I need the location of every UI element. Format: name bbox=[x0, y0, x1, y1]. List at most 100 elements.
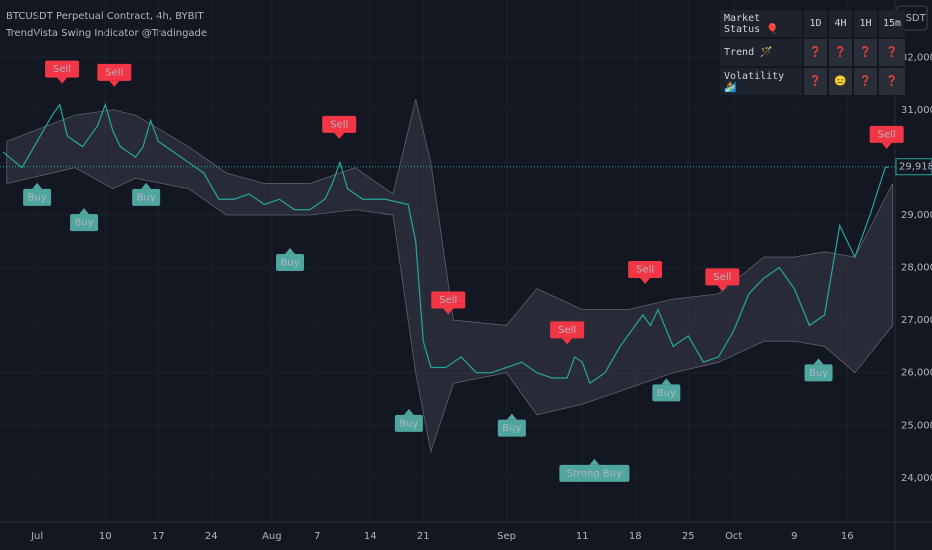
y-tick-label: 26,000.0 bbox=[901, 368, 932, 379]
table-row: Market Status 🎈 1D 4H 1H 15m bbox=[720, 10, 906, 37]
signal-label: Sell bbox=[636, 264, 654, 275]
x-tick-label: 14 bbox=[364, 531, 377, 542]
signal-box bbox=[132, 188, 161, 206]
x-tick-label: Aug bbox=[262, 531, 282, 542]
table-cell: 😐 bbox=[829, 68, 852, 95]
table-cell: ❓ bbox=[804, 68, 827, 95]
market-status-table: Market Status 🎈 1D 4H 1H 15m Trend 🪄 ❓ ❓ ❓ ❓ Volat… bbox=[718, 8, 907, 97]
signal-marker bbox=[285, 248, 296, 255]
x-tick-label: 16 bbox=[841, 531, 854, 542]
signal-box bbox=[394, 414, 423, 432]
x-tick-label: 7 bbox=[314, 531, 320, 542]
table-cell: ❓ bbox=[854, 39, 877, 66]
signal-label: Buy bbox=[74, 218, 93, 229]
signal-label: Sell bbox=[878, 129, 896, 140]
signal-label: Sell bbox=[53, 64, 71, 75]
signal-label: Sell bbox=[439, 295, 457, 306]
table-cell: Trend 🪄 bbox=[720, 39, 802, 66]
price-line bbox=[2, 102, 890, 385]
signal-label: Strong Buy bbox=[567, 468, 622, 479]
signal-marker bbox=[57, 77, 68, 84]
x-tick-label: 11 bbox=[576, 531, 589, 542]
y-tick-label: 32,000.0 bbox=[901, 52, 932, 63]
y-tick-label: 24,000.0 bbox=[901, 473, 932, 484]
x-tick-label: Sep bbox=[497, 531, 516, 542]
signal-marker bbox=[640, 277, 651, 284]
signal-marker bbox=[403, 408, 414, 415]
table-cell: Market Status 🎈 bbox=[720, 10, 802, 37]
signal-marker bbox=[881, 142, 892, 149]
table-cell: ❓ bbox=[804, 39, 827, 66]
table-cell: ❓ bbox=[854, 68, 877, 95]
table-cell: ❓ bbox=[879, 39, 906, 66]
signal-marker bbox=[141, 182, 152, 189]
x-tick-label: 25 bbox=[682, 531, 695, 542]
table-cell: 4H bbox=[829, 10, 852, 37]
signal-label: Sell bbox=[558, 325, 576, 336]
signal-box bbox=[45, 60, 80, 78]
y-tick-label: 28,000.0 bbox=[901, 263, 932, 274]
table-cell: 1D bbox=[804, 10, 827, 37]
y-tick-label: 31,000.0 bbox=[901, 105, 932, 116]
x-tick-label: 18 bbox=[629, 531, 642, 542]
signal-box bbox=[804, 364, 833, 382]
table-cell: ❓ bbox=[879, 68, 906, 95]
y-tick-label: 27,000.0 bbox=[901, 315, 932, 326]
signal-box bbox=[559, 464, 630, 482]
signal-label: Buy bbox=[399, 418, 418, 429]
table-row: Volatility 🏄 ❓ 😐 ❓ ❓ bbox=[720, 68, 906, 95]
x-tick-label: Jul bbox=[30, 531, 43, 542]
signal-box bbox=[497, 419, 526, 437]
y-tick-label: 29,000.0 bbox=[901, 210, 932, 221]
signal-box bbox=[628, 260, 663, 278]
signal-marker bbox=[661, 378, 672, 385]
signal-label: Sell bbox=[330, 119, 348, 130]
signal-label: Buy bbox=[502, 423, 521, 434]
signal-marker bbox=[79, 208, 90, 215]
table-row: Trend 🪄 ❓ ❓ ❓ ❓ bbox=[720, 39, 906, 66]
signal-box bbox=[431, 291, 466, 309]
signal-box bbox=[23, 188, 52, 206]
signal-label: Buy bbox=[28, 192, 47, 203]
signal-marker bbox=[443, 308, 454, 315]
signal-marker bbox=[589, 458, 600, 465]
signal-box bbox=[652, 384, 681, 402]
signal-marker bbox=[334, 132, 345, 139]
chart-subtitle: TrendVista Swing Indicator @Tradingade bbox=[5, 28, 207, 39]
last-price-box bbox=[895, 158, 932, 176]
signal-marker bbox=[32, 182, 43, 189]
signal-label: Buy bbox=[137, 192, 156, 203]
x-tick-label: Oct bbox=[725, 531, 742, 542]
signal-box bbox=[322, 115, 357, 133]
table-cell: Volatility 🏄 bbox=[720, 68, 802, 95]
x-tick-label: 17 bbox=[152, 531, 165, 542]
signal-box bbox=[705, 268, 740, 286]
y-tick-label: 25,000.0 bbox=[901, 420, 932, 431]
signal-label: Sell bbox=[713, 272, 731, 283]
signal-box bbox=[550, 321, 585, 339]
signal-marker bbox=[109, 80, 120, 87]
signal-label: Buy bbox=[809, 368, 828, 379]
signal-marker bbox=[813, 358, 824, 365]
signal-box bbox=[97, 63, 132, 81]
signal-label: Buy bbox=[657, 388, 676, 399]
signal-label: Sell bbox=[105, 67, 123, 78]
signal-marker bbox=[506, 413, 517, 420]
x-tick-label: 21 bbox=[417, 531, 430, 542]
x-tick-label: 10 bbox=[99, 531, 112, 542]
signal-marker bbox=[562, 338, 573, 345]
x-tick-label: 9 bbox=[791, 531, 797, 542]
table-cell: 15m bbox=[879, 10, 906, 37]
currency: USDT bbox=[898, 13, 926, 24]
table-cell: ❓ bbox=[829, 39, 852, 66]
signal-marker bbox=[717, 285, 728, 292]
signal-label: Buy bbox=[280, 258, 299, 269]
signal-box bbox=[869, 125, 904, 143]
table-cell: 1H bbox=[854, 10, 877, 37]
signal-box bbox=[276, 254, 305, 272]
x-tick-label: 24 bbox=[205, 531, 218, 542]
band-area bbox=[6, 99, 894, 454]
last-price-label: 29,918.3 bbox=[899, 162, 932, 173]
